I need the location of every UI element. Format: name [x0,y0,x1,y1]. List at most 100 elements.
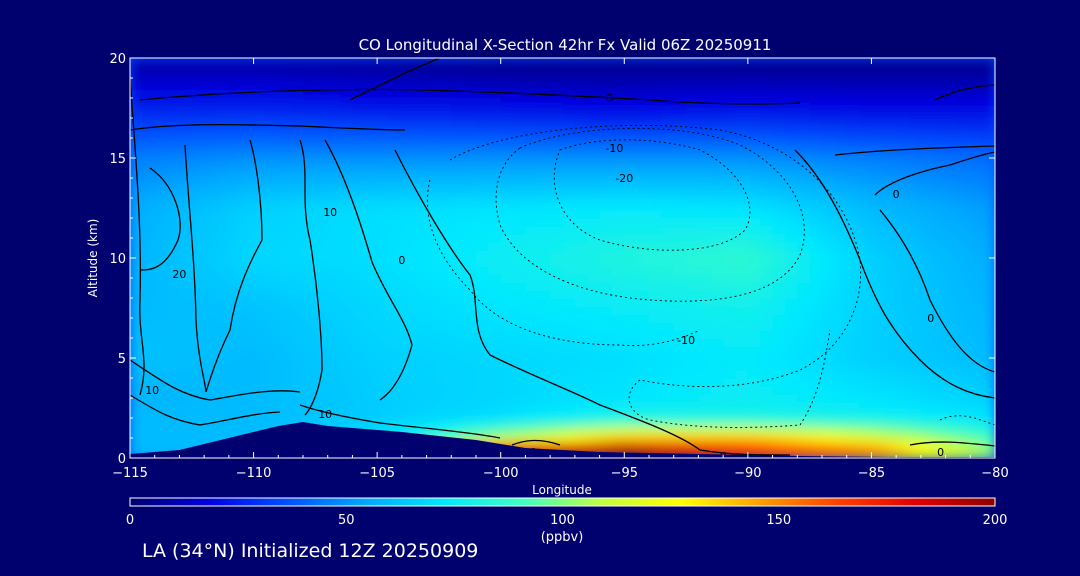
field-cell [859,450,873,458]
field-cell [191,410,206,419]
field-cell [241,410,255,419]
field-cell [191,82,206,91]
field-cell [389,138,403,147]
field-cell [241,258,255,267]
field-cell [550,66,564,75]
field-cell [500,402,515,411]
field-cell [846,282,861,291]
field-cell [698,282,712,291]
field-cell [463,90,477,99]
field-cell [883,122,898,131]
field-cell [760,338,774,347]
field-cell [488,202,502,211]
field-cell [846,106,861,115]
field-cell [797,74,811,83]
field-cell [957,202,972,211]
field-cell [500,130,515,139]
field-cell [142,58,156,67]
field-cell [438,306,453,315]
field-cell [167,98,181,107]
field-cell [920,306,935,315]
field-cell [920,74,935,83]
field-cell [216,362,230,371]
field-cell [550,210,564,219]
field-cell [216,234,230,243]
field-cell [723,170,737,179]
field-cell [661,250,675,259]
field-cell [364,386,379,395]
field-cell [352,98,366,107]
field-cell [710,314,725,323]
field-cell [772,114,786,123]
field-cell [698,418,712,427]
field-cell [686,74,700,83]
field-cell [204,298,218,307]
field-cell [587,298,601,307]
field-cell [550,354,564,363]
field-cell [834,178,848,187]
field-cell [747,146,762,155]
field-cell [574,410,589,419]
field-cell [636,370,650,379]
field-cell [822,82,836,91]
field-cell [982,298,995,307]
field-cell [908,282,922,291]
field-cell [611,386,626,395]
field-cell [760,266,774,275]
field-cell [414,322,428,331]
field-cell [574,146,589,155]
field-cell [797,290,811,299]
field-cell [686,298,700,307]
field-cell [315,194,329,203]
field-cell [463,306,477,315]
field-cell [970,394,984,403]
field-cell [883,186,898,195]
field-cell [463,354,477,363]
field-cell [290,154,304,163]
field-cell [772,402,786,411]
field-cell [933,90,947,99]
field-cell [562,258,576,267]
field-cell [315,210,329,219]
field-cell [340,178,354,187]
field-cell [871,418,885,427]
field-cell [587,74,601,83]
field-cell [253,394,267,403]
field-cell [476,178,490,187]
field-cell [747,290,762,299]
field-cell [389,402,403,411]
field-cell [760,202,774,211]
field-cell [241,394,255,403]
field-cell [167,346,181,355]
field-cell [315,322,329,331]
field-cell [772,354,786,363]
field-cell [784,218,799,227]
field-cell [797,202,811,211]
field-cell [920,338,935,347]
field-cell [834,170,848,179]
field-cell [377,234,391,243]
field-cell [649,122,663,131]
field-cell [550,74,564,83]
field-cell [747,346,762,355]
field-cell [278,138,292,147]
field-cell [574,130,589,139]
field-cell [451,202,465,211]
field-cell [982,418,995,427]
field-cell [908,378,922,387]
field-cell [686,410,700,419]
field-cell [537,82,552,91]
field-cell [970,74,984,83]
field-cell [216,178,230,187]
field-cell [525,322,539,331]
field-cell [673,426,688,435]
field-cell [167,378,181,387]
field-cell [772,74,786,83]
field-cell [364,274,379,283]
field-cell [649,282,663,291]
field-cell [179,362,193,371]
field-cell [513,170,527,179]
field-cell [414,378,428,387]
field-cell [253,138,267,147]
field-cell [908,154,922,163]
